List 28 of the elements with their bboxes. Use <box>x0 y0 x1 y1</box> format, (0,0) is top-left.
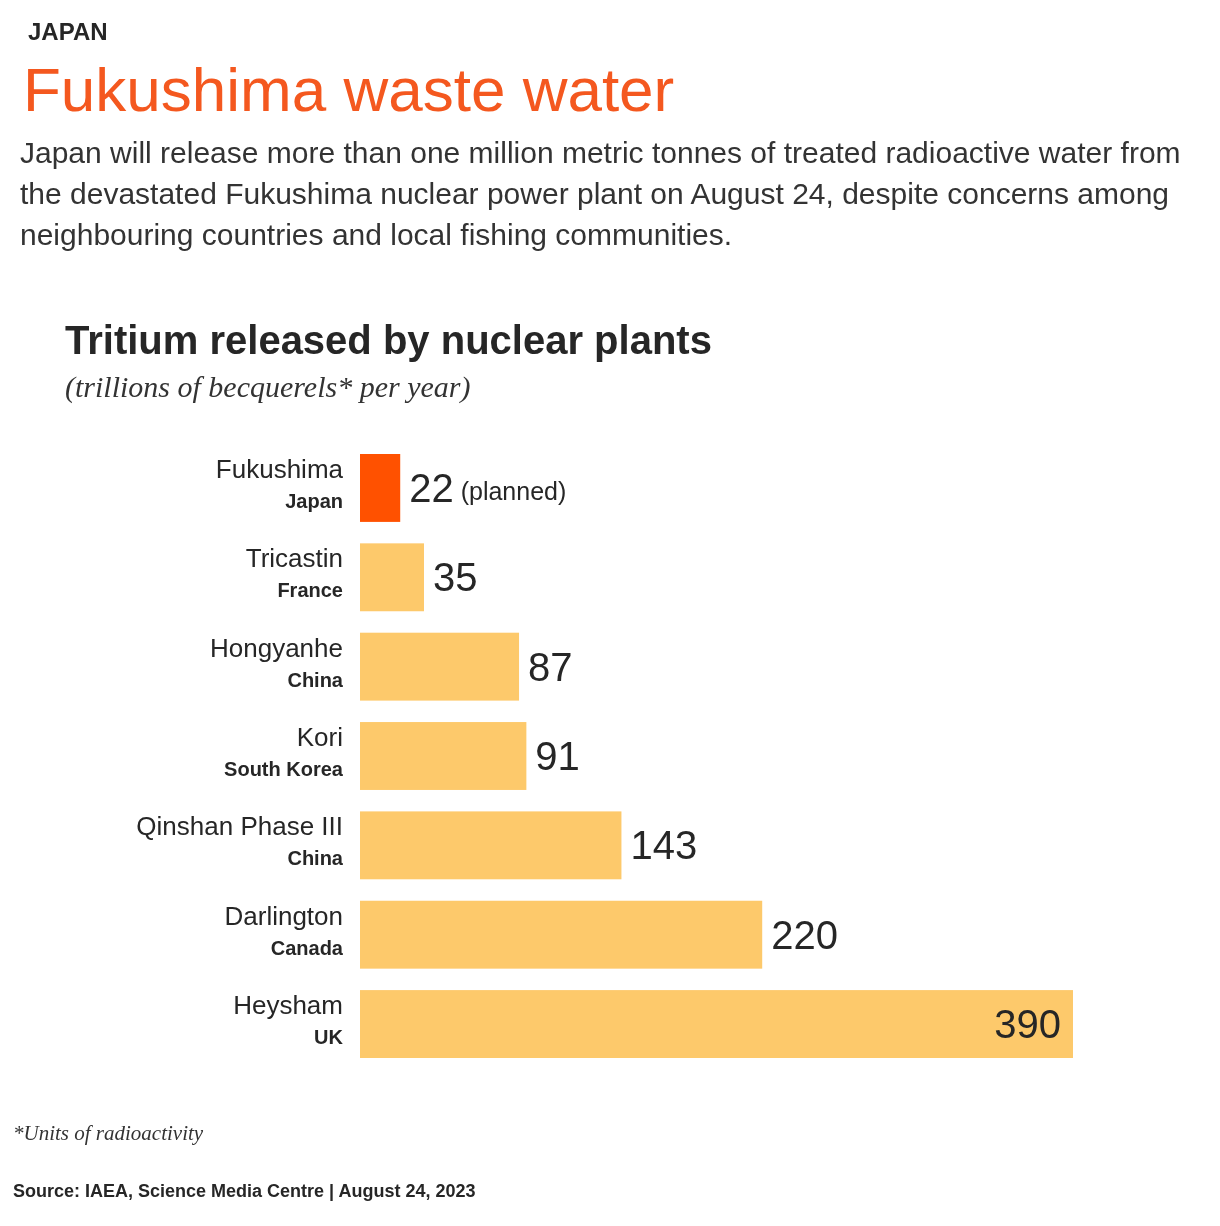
data-label: 143 <box>630 823 698 868</box>
bar <box>360 811 622 880</box>
y-tick-label: Qinshan Phase III China <box>136 811 344 870</box>
bar <box>360 990 1073 1058</box>
bar <box>360 722 527 790</box>
data-label: 22 (planned) <box>409 465 567 510</box>
data-label: 87 <box>528 644 573 689</box>
bar <box>360 543 424 612</box>
bar <box>360 454 401 522</box>
y-tick-label: Fukushima Japan <box>215 453 344 512</box>
y-tick-label: Kori South Korea <box>224 722 344 780</box>
y-tick-label: Darlington Canada <box>224 900 344 959</box>
y-tick-label: Tricastin France <box>245 543 343 602</box>
data-label: 35 <box>432 555 478 600</box>
bar <box>360 900 763 969</box>
text: *Units of radioactivity <box>13 1121 204 1145</box>
text: JAPAN <box>28 18 108 45</box>
y-tick-label: Heysham UK <box>233 990 344 1049</box>
y-tick-label: Hongyanhe China <box>210 632 344 691</box>
data-label: 220 <box>771 912 838 957</box>
text: Tritium released by nuclear plants <box>65 318 712 362</box>
source-note: Source: IAEA, Science Media Centre | August 24, 2023 <box>13 1181 476 1201</box>
text: (trillions of becquerels* per year) <box>65 370 471 404</box>
chart-subtitle: Japan will release more than one million metric tonnes of treated radioactive water from the devastated Fukushima nuclear power plant on August 24, despite concerns among neighbouring countries and local fishing communities. <box>20 136 1181 251</box>
data-label: 91 <box>535 734 580 778</box>
chart-title: Fukushima waste water <box>23 55 675 124</box>
data-label: 390 <box>994 1002 1061 1047</box>
bar <box>360 632 520 701</box>
